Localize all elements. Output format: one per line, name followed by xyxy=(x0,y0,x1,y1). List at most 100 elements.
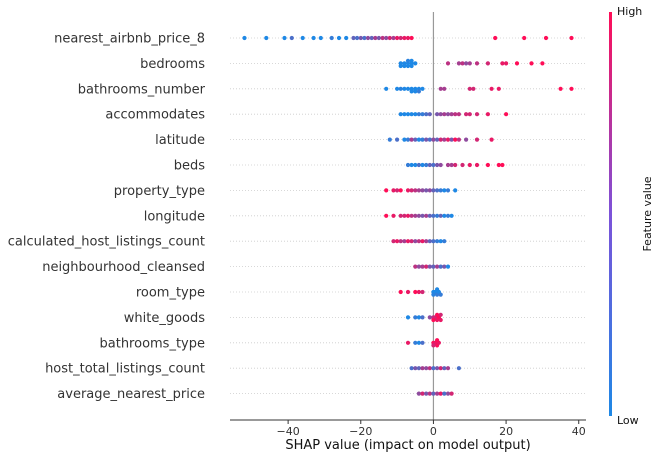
shap-point xyxy=(369,35,374,41)
shap-point xyxy=(500,61,505,66)
shap-point xyxy=(445,366,451,371)
shap-point xyxy=(311,35,316,41)
shap-point xyxy=(540,61,545,66)
feature-label: neighbourhood_cleansed xyxy=(42,260,205,275)
shap-point xyxy=(405,63,411,69)
shap-point xyxy=(460,162,465,168)
feature-labels: nearest_airbnb_price_8 bedrooms bathrooms_… xyxy=(8,32,206,403)
shap-point xyxy=(467,61,472,66)
shap-point xyxy=(438,264,443,269)
shap-point xyxy=(405,137,411,142)
shap-point xyxy=(442,239,447,244)
shap-point xyxy=(427,315,432,320)
shap-point xyxy=(405,340,411,345)
shap-point xyxy=(413,137,418,142)
shap-point xyxy=(438,86,443,91)
shap-point xyxy=(435,312,440,317)
shap-point xyxy=(402,112,407,117)
shap-point xyxy=(416,366,421,371)
shap-point xyxy=(264,35,269,41)
shap-point xyxy=(445,188,451,193)
shap-point xyxy=(500,162,505,168)
shap-point xyxy=(438,137,443,142)
shap-point xyxy=(442,112,447,117)
shap-point xyxy=(431,264,436,269)
shap-point xyxy=(453,162,458,168)
feature-label: white_goods xyxy=(124,311,205,326)
feature-label: room_type xyxy=(136,286,205,301)
shap-point xyxy=(431,162,436,168)
shap-point xyxy=(413,340,418,345)
shap-point xyxy=(420,366,425,371)
shap-point xyxy=(424,137,429,142)
shap-point xyxy=(442,137,447,142)
shap-point xyxy=(409,213,414,218)
shap-point xyxy=(435,391,440,396)
shap-point xyxy=(485,162,490,168)
shap-point xyxy=(442,86,447,91)
shap-point xyxy=(431,317,436,323)
shap-point xyxy=(442,188,447,193)
shap-point xyxy=(391,188,396,193)
shap-point xyxy=(493,35,498,41)
shap-point xyxy=(387,35,392,41)
x-tick-label: 40 xyxy=(572,425,586,438)
shap-point xyxy=(398,112,403,117)
shap-point xyxy=(395,239,400,244)
shap-point xyxy=(435,137,440,142)
shap-point xyxy=(405,188,411,193)
shap-point xyxy=(420,213,425,218)
shap-point xyxy=(409,366,414,371)
shap-point xyxy=(362,35,367,41)
shap-point xyxy=(445,137,451,142)
shap-point xyxy=(416,188,421,193)
shap-point xyxy=(413,315,418,320)
shap-point xyxy=(405,239,411,244)
shap-point xyxy=(427,162,432,168)
shap-point xyxy=(435,239,440,244)
shap-point xyxy=(474,162,480,168)
shap-point xyxy=(420,239,425,244)
shap-point xyxy=(416,112,421,117)
shap-point xyxy=(413,366,418,371)
feature-label: latitude xyxy=(155,133,205,148)
shap-point xyxy=(442,213,447,218)
feature-label: bathrooms_number xyxy=(78,82,206,97)
shap-point xyxy=(435,366,440,371)
shap-point xyxy=(427,366,432,371)
shap-point xyxy=(424,188,429,193)
shap-point xyxy=(453,137,458,142)
shap-point xyxy=(438,239,443,244)
shap-point xyxy=(402,63,407,69)
shap-point xyxy=(384,213,389,218)
feature-label: calculated_host_listings_count xyxy=(8,235,205,250)
shap-point xyxy=(438,112,443,117)
shap-point xyxy=(464,137,469,142)
shap-point xyxy=(398,188,403,193)
shap-point xyxy=(405,315,411,320)
shap-point xyxy=(427,188,432,193)
shap-point xyxy=(409,188,414,193)
shap-point xyxy=(413,239,418,244)
shap-point xyxy=(344,35,349,41)
shap-point xyxy=(420,289,425,295)
shap-point xyxy=(442,366,447,371)
shap-point xyxy=(391,35,396,41)
shap-point xyxy=(405,58,411,63)
shap-point xyxy=(413,213,418,218)
shap-point xyxy=(445,162,451,168)
shap-point xyxy=(456,137,461,142)
shap-point xyxy=(398,35,403,41)
shap-point xyxy=(438,366,443,371)
shap-point xyxy=(405,86,411,91)
shap-point xyxy=(380,35,385,41)
feature-label: beds xyxy=(174,159,206,174)
shap-point xyxy=(431,239,436,244)
shap-point xyxy=(431,188,436,193)
shap-point xyxy=(387,137,392,142)
shap-point xyxy=(300,35,305,41)
shap-point xyxy=(409,239,414,244)
shap-point xyxy=(405,289,411,295)
shap-point xyxy=(438,312,443,317)
shap-point xyxy=(445,61,451,66)
